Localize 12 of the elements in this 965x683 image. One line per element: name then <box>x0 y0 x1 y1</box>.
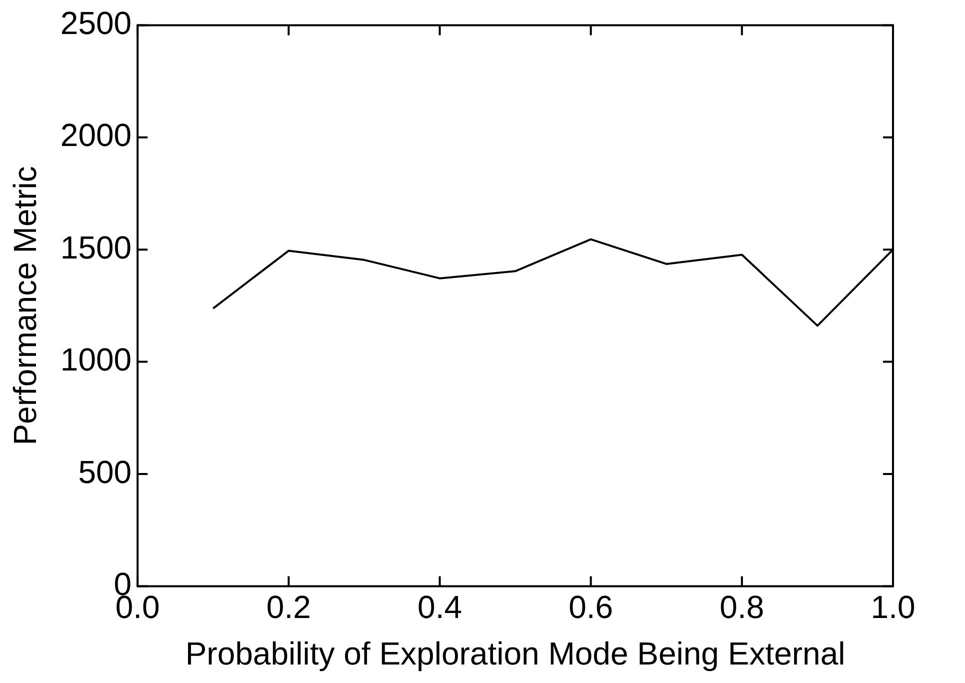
x-tick-label: 0.6 <box>568 589 614 626</box>
x-tick-label: 0.2 <box>266 589 311 626</box>
y-tick-label: 2500 <box>60 5 132 42</box>
y-tick-label: 1500 <box>60 229 132 266</box>
y-tick-label: 500 <box>78 454 132 490</box>
y-axis-title: Performance Metric <box>7 166 44 446</box>
x-tick-label: 0.8 <box>720 589 764 626</box>
y-tick-label: 2000 <box>60 117 132 154</box>
x-axis-title: Probability of Exploration Mode Being External <box>185 636 846 672</box>
y-tick-label: 1000 <box>60 342 132 378</box>
x-tick-label: 0.4 <box>418 589 462 626</box>
x-tick-label: 1.0 <box>870 589 916 626</box>
